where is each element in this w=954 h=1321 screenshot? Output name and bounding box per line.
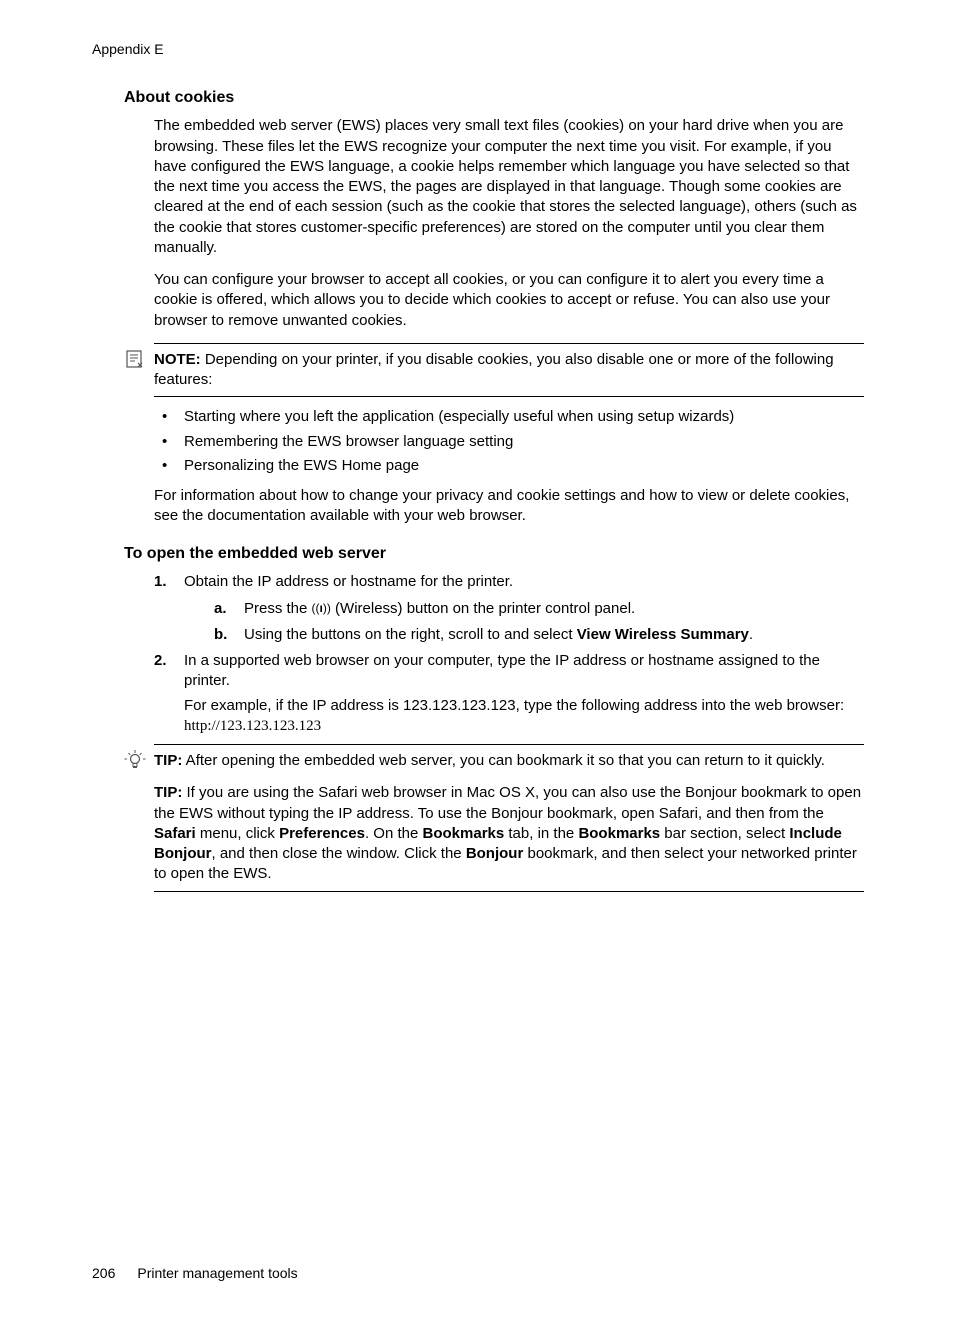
list-item: Remembering the EWS browser language set…	[154, 432, 864, 452]
section-about-cookies-title: About cookies	[124, 87, 864, 109]
note-icon	[124, 348, 146, 376]
about-cookies-p1: The embedded web server (EWS) places ver…	[124, 116, 864, 258]
page-number: 206	[92, 1265, 115, 1281]
tip2-d: Preferences	[279, 825, 365, 842]
tip2-a: If you are using the Safari web browser …	[154, 784, 861, 821]
note-bullets: Starting where you left the application …	[124, 407, 864, 476]
note-box: NOTE: Depending on your printer, if you …	[154, 343, 864, 398]
tip-icon	[124, 749, 146, 777]
step-1-text: Obtain the IP address or hostname for th…	[184, 573, 513, 590]
step-1-substeps: a. Press the ((ı)) (Wireless) button on …	[184, 599, 864, 646]
tip2-c: menu, click	[196, 825, 279, 842]
wireless-icon: ((ı))	[312, 601, 331, 615]
tip2-k: , and then close the window. Click the	[212, 845, 466, 862]
step-1a-post: (Wireless) button on the printer control…	[331, 600, 635, 617]
page: Appendix E About cookies The embedded we…	[0, 0, 954, 892]
step-2-ex-pre: For example, if the IP address is 123.12…	[184, 697, 844, 714]
tip-content: TIP: After opening the embedded web serv…	[154, 751, 864, 885]
step-1-num: 1.	[154, 572, 167, 592]
page-header: Appendix E	[60, 40, 894, 59]
step-2-example: For example, if the IP address is 123.12…	[184, 696, 864, 737]
step-2-text: In a supported web browser on your compu…	[184, 652, 820, 689]
tip2-b: Safari	[154, 825, 196, 842]
tip2-label: TIP:	[154, 784, 182, 801]
tip2-h: Bookmarks	[578, 825, 660, 842]
step-2: 2. In a supported web browser on your co…	[154, 651, 864, 736]
tip1-label: TIP:	[154, 752, 182, 769]
step-1b-post: .	[749, 626, 753, 643]
step-2-num: 2.	[154, 651, 167, 671]
step-1b-bold: View Wireless Summary	[577, 626, 749, 643]
tip-1: TIP: After opening the embedded web serv…	[154, 751, 864, 771]
content: About cookies The embedded web server (E…	[60, 87, 894, 892]
open-ews-steps: 1. Obtain the IP address or hostname for…	[124, 572, 864, 736]
about-cookies-p2: You can configure your browser to accept…	[124, 270, 864, 331]
step-1a-pre: Press the	[244, 600, 312, 617]
tip-box: TIP: After opening the embedded web serv…	[154, 744, 864, 892]
step-1: 1. Obtain the IP address or hostname for…	[154, 572, 864, 645]
step-1b-pre: Using the buttons on the right, scroll t…	[244, 626, 577, 643]
tip2-l: Bonjour	[466, 845, 524, 862]
step-1b-num: b.	[214, 625, 227, 645]
step-1a-num: a.	[214, 599, 227, 619]
section-open-ews-title: To open the embedded web server	[124, 543, 864, 565]
tip2-g: tab, in the	[504, 825, 578, 842]
tip2-i: bar section, select	[660, 825, 789, 842]
list-item: Personalizing the EWS Home page	[154, 456, 864, 476]
tip-2: TIP: If you are using the Safari web bro…	[154, 783, 864, 884]
step-1a: a. Press the ((ı)) (Wireless) button on …	[214, 599, 864, 619]
list-item: Starting where you left the application …	[154, 407, 864, 427]
tip1-text: After opening the embedded web server, y…	[182, 752, 825, 769]
step-2-ex-mono: http://123.123.123.123	[184, 718, 321, 734]
page-footer: 206 Printer management tools	[92, 1264, 298, 1283]
tip2-f: Bookmarks	[423, 825, 505, 842]
note-text: Depending on your printer, if you disabl…	[154, 351, 834, 388]
footer-title: Printer management tools	[137, 1265, 297, 1281]
tip2-e: . On the	[365, 825, 423, 842]
note-content: NOTE: Depending on your printer, if you …	[154, 350, 864, 391]
step-1b: b. Using the buttons on the right, scrol…	[214, 625, 864, 645]
note-label: NOTE:	[154, 351, 201, 368]
about-cookies-p3: For information about how to change your…	[124, 486, 864, 527]
